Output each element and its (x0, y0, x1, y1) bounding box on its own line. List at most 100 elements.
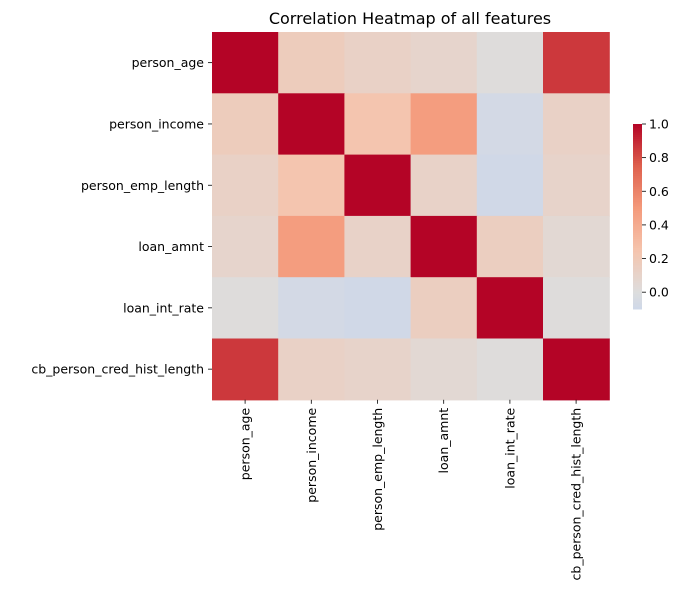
x-tick-label: person_income (304, 408, 319, 503)
heatmap-cell (212, 338, 279, 401)
colorbar-segment (633, 235, 642, 238)
colorbar-segment (633, 148, 642, 151)
heatmap-cell (476, 338, 544, 401)
colorbar-segment (633, 140, 642, 143)
colorbar-segment (633, 225, 642, 229)
colorbar-segment (633, 129, 642, 132)
heatmap-cell (476, 32, 544, 94)
x-tick-label: loan_amnt (436, 408, 451, 474)
heatmap-cell (344, 32, 412, 94)
colorbar-segment (633, 259, 642, 262)
colorbar-segment (633, 231, 642, 234)
heatmap-cell (410, 277, 478, 340)
colorbar-segment (633, 307, 642, 310)
heatmap-cell (410, 154, 478, 217)
colorbar-segment (633, 216, 642, 219)
heatmap-cell (543, 32, 610, 94)
colorbar-segment (633, 223, 642, 227)
colorbar-segment (633, 164, 642, 168)
colorbar-segment (633, 238, 642, 242)
y-tick-label: person_income (109, 116, 204, 131)
colorbar-segment (633, 155, 642, 158)
colorbar-segment (633, 227, 642, 230)
colorbar-segment (633, 131, 642, 134)
heatmap-cell (344, 93, 412, 156)
colorbar-segment (633, 162, 642, 166)
colorbar-segment (633, 246, 642, 249)
heatmap-cell (476, 154, 544, 217)
colorbar-segment (633, 181, 642, 184)
colorbar-segment (633, 125, 642, 129)
colorbar-segment (633, 198, 642, 201)
heatmap-cell (212, 154, 279, 217)
colorbar-segment (633, 247, 642, 251)
colorbar-segment (633, 207, 642, 210)
colorbar-segment (633, 249, 642, 253)
colorbar-segment (633, 205, 642, 208)
colorbar-segment (633, 136, 642, 140)
colorbar-segment (633, 266, 642, 269)
colorbar-segment (633, 209, 642, 212)
colorbar-segment (633, 272, 642, 275)
colorbar-segment (633, 146, 642, 149)
heatmap-cell (543, 154, 610, 217)
colorbar-segment (633, 257, 642, 260)
colorbar-segment (633, 149, 642, 153)
colorbar-segment (633, 286, 642, 290)
colorbar-segment (633, 279, 642, 282)
colorbar-segment (633, 244, 642, 247)
colorbar-segment (633, 185, 642, 188)
heatmap-cells (212, 32, 610, 401)
x-tick-label: cb_person_cred_hist_length (569, 408, 584, 581)
colorbar-segment (633, 203, 642, 206)
colorbar-segment (633, 214, 642, 217)
colorbar-segment (633, 199, 642, 203)
colorbar-segment (633, 305, 642, 308)
heatmap-cell (410, 338, 478, 401)
colorbar-segment (633, 127, 642, 131)
colorbar-segment (633, 270, 642, 273)
heatmap-cell (278, 277, 345, 340)
colorbar-segment (633, 196, 642, 199)
x-tick-labels: person_age person_income person_emp_length… (238, 399, 584, 581)
heatmap-cell (476, 215, 544, 278)
colorbar-segment (633, 138, 642, 142)
x-tick-label: person_emp_length (370, 408, 385, 531)
heatmap-cell (212, 93, 279, 156)
colorbar-segment (633, 186, 642, 190)
colorbar-segment (633, 190, 642, 193)
heatmap-cell (278, 93, 345, 156)
heatmap-cell (212, 277, 279, 340)
heatmap-cell (278, 338, 345, 401)
colorbar-tick-label: 0.8 (649, 150, 669, 165)
colorbar-segment (633, 166, 642, 169)
colorbar-segment (633, 240, 642, 243)
heatmap-cell (410, 215, 478, 278)
colorbar-segment (633, 253, 642, 256)
colorbar-tick-label: 0.4 (649, 217, 669, 232)
colorbar-segment (633, 142, 642, 145)
colorbar-tick-label: 0.6 (649, 184, 669, 199)
colorbar-segment (633, 268, 642, 271)
colorbar-segment (633, 297, 642, 301)
colorbar-segment (633, 194, 642, 197)
colorbar-segment (633, 303, 642, 306)
y-tick-label: person_age (132, 55, 205, 70)
colorbar-segment (633, 159, 642, 162)
heatmap-cell (543, 277, 610, 340)
heatmap-cell (212, 32, 279, 94)
colorbar-tick-label: 0.0 (649, 285, 669, 300)
colorbar-segment (633, 292, 642, 295)
colorbar-tick-label: 0.2 (649, 251, 669, 266)
heatmap-cell (410, 32, 478, 94)
colorbar-segment (633, 275, 642, 279)
heatmap-cell (278, 215, 345, 278)
x-tick-label: loan_int_rate (502, 407, 517, 488)
colorbar-segment (633, 264, 642, 267)
colorbar-segment (633, 172, 642, 175)
heatmap-cell (543, 338, 610, 401)
colorbar-segment (633, 290, 642, 293)
heatmap-cell (278, 154, 345, 217)
colorbar-segment (633, 294, 642, 297)
